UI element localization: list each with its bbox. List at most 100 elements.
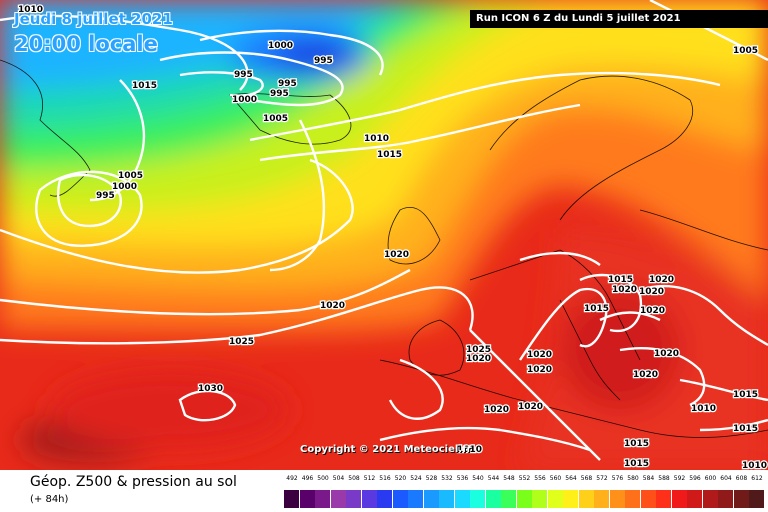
isobar-label: 1000 bbox=[232, 95, 257, 105]
isobar-label: 995 bbox=[270, 89, 289, 99]
scale-label: 544 bbox=[487, 475, 500, 482]
isobar-label: 1015 bbox=[624, 439, 649, 449]
isobar-label: 1010 bbox=[364, 134, 389, 144]
scale-label: 560 bbox=[549, 475, 562, 482]
scale-swatch bbox=[392, 490, 408, 508]
scale-swatch bbox=[733, 490, 749, 508]
scale-swatch bbox=[671, 490, 687, 508]
scale-swatch bbox=[547, 490, 563, 508]
isobar-label: 1020 bbox=[633, 370, 658, 380]
scale-swatch bbox=[408, 490, 423, 508]
isobar-label: 1015 bbox=[132, 81, 157, 91]
forecast-map: 1010 1000 995 995 995 995 1000 1015 1005… bbox=[0, 0, 768, 470]
scale-label: 528 bbox=[425, 475, 438, 482]
scale-label: 552 bbox=[518, 475, 531, 482]
isobar-label: 1020 bbox=[527, 350, 552, 360]
scale-label: 600 bbox=[704, 475, 717, 482]
scale-swatch bbox=[284, 490, 299, 508]
scale-label: 592 bbox=[673, 475, 686, 482]
scale-label: 508 bbox=[348, 475, 360, 482]
scale-label: 604 bbox=[720, 475, 732, 482]
scale-swatch bbox=[346, 490, 361, 508]
isobar-label: 1015 bbox=[608, 275, 633, 285]
scale-label: 588 bbox=[658, 475, 670, 482]
scale-swatch bbox=[578, 490, 594, 508]
scale-label: 524 bbox=[410, 475, 422, 482]
isobar-label: 1010 bbox=[18, 5, 43, 15]
scale-swatch bbox=[485, 490, 501, 508]
scale-swatch bbox=[516, 490, 532, 508]
scale-label: 612 bbox=[751, 475, 763, 482]
scale-swatch bbox=[330, 490, 346, 508]
scale-swatch bbox=[439, 490, 454, 508]
isobar-label: 1020 bbox=[466, 354, 491, 364]
coastlines bbox=[0, 59, 768, 438]
map-subtitle: (+ 84h) bbox=[30, 494, 69, 505]
isobar-label: 1020 bbox=[384, 250, 409, 260]
isobar-label: 1030 bbox=[198, 384, 223, 394]
scale-label: 496 bbox=[301, 475, 314, 482]
scale-swatch bbox=[656, 490, 671, 508]
scale-label: 500 bbox=[317, 475, 329, 482]
isobar-label: 1020 bbox=[612, 285, 637, 295]
copyright-text: Copyright © 2021 Meteociel.fr bbox=[300, 444, 472, 455]
isobar-label: 995 bbox=[234, 70, 253, 80]
scale-label: 556 bbox=[534, 475, 546, 482]
isobar-label: 1000 bbox=[268, 41, 293, 51]
isobar-label: 1020 bbox=[518, 402, 543, 412]
isobar-label: 1005 bbox=[263, 114, 288, 124]
isobar-labels: 1010 1000 995 995 995 995 1000 1015 1005… bbox=[17, 4, 768, 470]
isobar-label: 1025 bbox=[229, 337, 254, 347]
scale-swatch bbox=[609, 490, 625, 508]
isobar-label: 1010 bbox=[691, 404, 716, 414]
scale-label: 584 bbox=[642, 475, 655, 482]
scale-label: 548 bbox=[503, 475, 515, 482]
scale-label: 572 bbox=[596, 475, 608, 482]
isobar-label: 1015 bbox=[584, 304, 609, 314]
isobar-label: 1000 bbox=[112, 182, 137, 192]
isobar-label: 1010 bbox=[457, 445, 482, 455]
scale-swatch bbox=[454, 490, 470, 508]
scale-label: 540 bbox=[472, 475, 484, 482]
isobar-label: 1020 bbox=[654, 349, 679, 359]
scale-label: 596 bbox=[689, 475, 701, 482]
scale-label: 492 bbox=[286, 475, 298, 482]
scale-swatch bbox=[640, 490, 656, 508]
scale-label: 568 bbox=[580, 475, 593, 482]
isobar-label: 995 bbox=[96, 191, 115, 201]
isobar-label: 1005 bbox=[733, 46, 758, 56]
isobar-label: 995 bbox=[314, 56, 333, 66]
scale-label: 608 bbox=[735, 475, 748, 482]
scale-swatch bbox=[702, 490, 718, 508]
scale-label: 532 bbox=[441, 475, 453, 482]
scale-swatch bbox=[470, 490, 485, 508]
isobar-label: 1015 bbox=[733, 424, 758, 434]
legend-footer: Géop. Z500 & pression au sol (+ 84h) 492… bbox=[0, 470, 768, 512]
scale-swatch bbox=[563, 490, 578, 508]
isobar-label: 1020 bbox=[649, 275, 674, 285]
isobar-label: 1015 bbox=[624, 459, 649, 469]
scale-swatch bbox=[625, 490, 640, 508]
scale-label: 520 bbox=[394, 475, 407, 482]
isobar-label: 1020 bbox=[639, 287, 664, 297]
scale-swatch bbox=[315, 490, 330, 508]
isobar-label: 1015 bbox=[377, 150, 402, 160]
scale-swatch bbox=[594, 490, 609, 508]
scale-swatch bbox=[423, 490, 439, 508]
isobar-label: 1015 bbox=[733, 390, 758, 400]
scale-swatch bbox=[532, 490, 547, 508]
scale-swatch bbox=[299, 490, 315, 508]
geopotential-field: 1010 1000 995 995 995 995 1000 1015 1005… bbox=[0, 0, 768, 470]
scale-label: 504 bbox=[332, 475, 345, 482]
isobar-label: 995 bbox=[278, 79, 297, 89]
isobars bbox=[0, 0, 768, 461]
isobar-label: 1020 bbox=[484, 405, 509, 415]
scale-label: 564 bbox=[565, 475, 577, 482]
isobar-label: 1020 bbox=[527, 365, 552, 375]
scale-swatch bbox=[718, 490, 733, 508]
isobar-label: 1025 bbox=[466, 345, 491, 355]
scale-label: 536 bbox=[456, 475, 469, 482]
map-title: Géop. Z500 & pression au sol bbox=[30, 474, 237, 490]
forecast-time: 20:00 locale bbox=[14, 32, 158, 56]
scale-swatch bbox=[749, 490, 764, 508]
